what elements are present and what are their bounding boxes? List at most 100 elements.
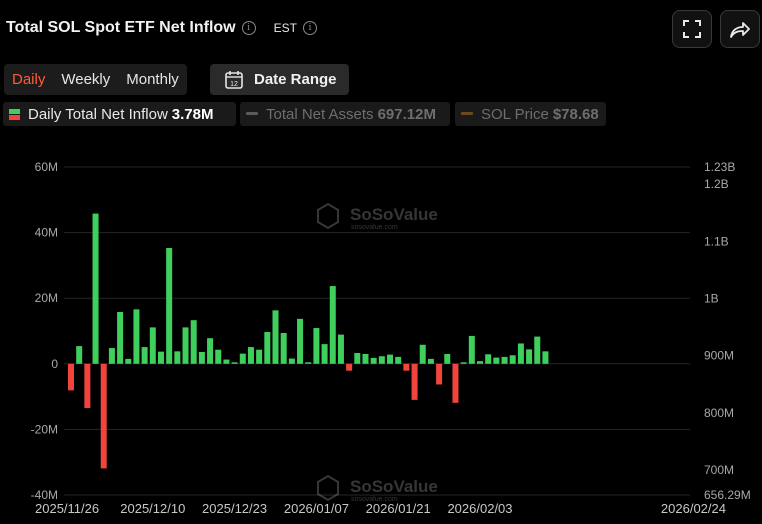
inflow-bar[interactable] [354,352,361,364]
tab-daily[interactable]: Daily [12,71,46,88]
inflow-bar[interactable] [362,353,369,364]
y-axis-left-tick: 0 [51,357,58,371]
line-swatch-icon [246,112,258,115]
inflow-bar[interactable] [403,363,410,371]
inflow-bar[interactable] [247,347,254,364]
date-range-label: Date Range [254,71,337,88]
inflow-bar[interactable] [419,344,426,364]
legend-item-sol-price[interactable]: SOL Price $78.68 [455,102,606,126]
x-axis-tick: 2026/02/24 [661,501,726,516]
sosovalue-watermark-logo: SoSoValue sosovalue.com [317,474,438,503]
date-range-button[interactable]: 12 Date Range [210,64,349,95]
inflow-bar[interactable] [534,336,541,364]
x-axis-tick: 2026/01/07 [284,501,349,516]
inflow-bar[interactable] [157,351,164,364]
y-axis-right-tick: 700M [704,463,734,477]
legend-item-total-net-assets[interactable]: Total Net Assets 697.12M [240,102,450,126]
y-axis-right-tick: 656.29M [704,488,751,502]
y-axis-right-tick: 1.2B [704,177,729,191]
inflow-bar[interactable] [239,353,246,364]
legend-item-net-inflow[interactable]: Daily Total Net Inflow 3.78M [3,102,236,126]
fullscreen-icon [683,20,701,38]
inflow-bar[interactable] [68,363,74,391]
inflow-bar[interactable] [272,310,279,364]
inflow-bar[interactable] [174,351,181,364]
x-axis-tick: 2026/01/21 [366,501,431,516]
inflow-bar[interactable] [215,349,222,364]
inflow-bar[interactable] [452,363,459,403]
inflow-bar[interactable] [198,351,205,364]
inflow-bar[interactable] [460,362,467,364]
inflow-bar[interactable] [468,335,475,364]
tab-weekly[interactable]: Weekly [61,71,111,88]
chart-title-row: Total SOL Spot ETF Net Inflow i EST i [6,14,317,42]
inflow-bar[interactable] [444,353,451,364]
calendar-icon: 12 [225,70,243,89]
inflow-bar[interactable] [370,357,377,364]
inflow-bar[interactable] [297,318,304,364]
x-axis-tick: 2025/12/23 [202,501,267,516]
inflow-bar[interactable] [526,349,533,364]
inflow-bar[interactable] [288,358,295,364]
inflow-bar[interactable] [231,362,238,364]
watermark-brand: SoSoValue [350,205,438,224]
info-icon[interactable]: i [241,21,256,35]
inflow-bar[interactable] [182,327,189,364]
inflow-bar[interactable] [501,356,508,364]
inflow-bar[interactable] [517,343,524,364]
inflow-bar[interactable] [92,213,99,364]
inflow-bar[interactable] [411,363,418,400]
bar-swatch-icon [9,108,20,120]
inflow-bar[interactable] [305,362,312,364]
inflow-bar[interactable] [395,356,402,364]
inflow-bar[interactable] [436,363,443,385]
inflow-bar[interactable] [264,331,271,364]
x-axis-tick: 2026/02/03 [447,501,512,516]
inflow-bar[interactable] [141,347,148,364]
inflow-bar[interactable] [117,311,124,364]
inflow-bar[interactable] [387,354,394,364]
inflow-bar[interactable] [485,354,492,364]
inflow-bar[interactable] [477,361,483,364]
inflow-bar[interactable] [108,348,115,364]
y-axis-left-tick: 40M [35,226,58,240]
inflow-bar[interactable] [542,351,549,364]
timezone-info-icon[interactable]: i [302,21,317,35]
watermark-url: sosovalue.com [351,496,398,503]
inflow-bar[interactable] [329,286,336,364]
inflow-bar[interactable] [337,334,344,364]
inflow-bar[interactable] [84,363,91,409]
inflow-bar[interactable] [378,356,385,364]
timezone-label: EST [273,21,297,35]
y-axis-left-tick: -20M [31,422,58,436]
inflow-bar[interactable] [493,357,500,364]
inflow-bar[interactable] [223,359,230,364]
legend-name: Total Net Assets [266,105,374,123]
inflow-bar[interactable] [321,344,328,364]
inflow-bar[interactable] [166,248,173,364]
legend-value: 3.78M [171,105,214,123]
share-button[interactable] [720,10,760,48]
legend-value: $78.68 [552,105,599,123]
legend-name: SOL Price [481,105,549,123]
inflow-bar[interactable] [346,363,353,371]
inflow-bar[interactable] [207,338,214,364]
watermark-url: sosovalue.com [351,224,398,231]
fullscreen-button[interactable] [672,10,712,48]
inflow-bar[interactable] [427,358,434,364]
inflow-bar[interactable] [256,349,263,364]
inflow-bar[interactable] [133,309,140,364]
inflow-bar[interactable] [190,320,197,364]
inflow-bar[interactable] [509,355,516,364]
inflow-bar[interactable] [280,332,287,364]
inflow-bar[interactable] [100,363,107,469]
tab-monthly[interactable]: Monthly [126,71,179,88]
share-icon [730,22,750,38]
y-axis-right-tick: 1.23B [704,160,735,174]
y-axis-left-tick: 20M [35,291,58,305]
y-axis-right-tick: 1.1B [704,234,729,248]
inflow-bar[interactable] [125,358,132,364]
inflow-bar[interactable] [76,346,83,364]
inflow-bar[interactable] [313,328,320,364]
inflow-bar[interactable] [149,327,156,364]
